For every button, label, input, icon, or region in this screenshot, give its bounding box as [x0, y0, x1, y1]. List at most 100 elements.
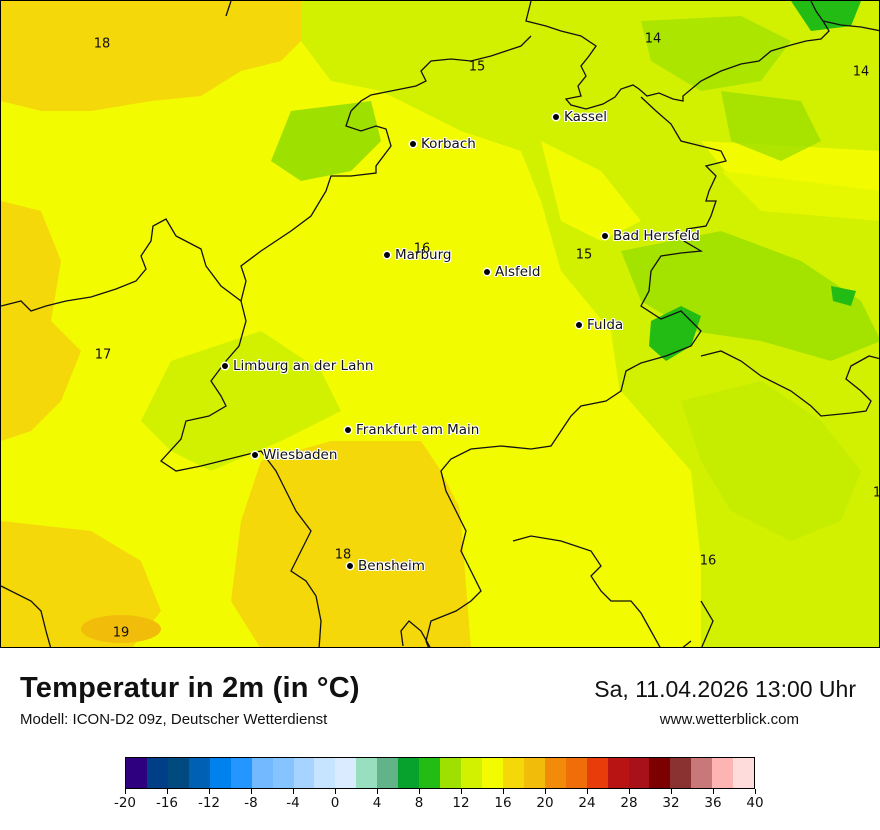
colorbar-tick — [166, 789, 168, 794]
city-dot-icon — [484, 269, 490, 275]
colorbar-segment — [481, 758, 503, 788]
colorbar-segment — [649, 758, 671, 788]
city-alsfeld[interactable]: Alsfeld — [484, 264, 540, 280]
map-title: Temperatur in 2m (in °C) — [20, 672, 360, 704]
temperature-label: 18 — [93, 36, 111, 52]
colorbar-tick — [502, 789, 504, 794]
colorbar-tick — [124, 789, 126, 794]
colorbar-segment — [440, 758, 461, 788]
city-dot-icon — [347, 563, 353, 569]
city-wiesbaden[interactable]: Wiesbaden — [252, 447, 337, 463]
colorbar-tick-label: 8 — [414, 795, 424, 811]
colorbar-segment — [691, 758, 713, 788]
warm-region-south — [231, 441, 481, 647]
colorbar-segment — [398, 758, 420, 788]
colorbar-segment — [419, 758, 441, 788]
colorbar-segment — [502, 758, 524, 788]
city-frankfurt[interactable]: Frankfurt am Main — [345, 422, 479, 438]
city-korbach[interactable]: Korbach — [410, 136, 476, 152]
city-dot-icon — [252, 452, 258, 458]
colorbar-segment — [314, 758, 336, 788]
colorbar-segment — [251, 758, 273, 788]
model-source: Modell: ICON-D2 09z, Deutscher Wetterdie… — [20, 711, 328, 728]
colorbar-segment — [712, 758, 734, 788]
colorbar-tick — [208, 789, 210, 794]
temperature-label: 16 — [699, 553, 717, 569]
colorbar-tick-label: 20 — [536, 795, 554, 811]
temperature-label: 17 — [94, 347, 112, 363]
colorbar-segment — [733, 758, 755, 788]
colorbar-tick-label: 24 — [578, 795, 596, 811]
colorbar-tick — [334, 789, 336, 794]
city-dot-icon — [602, 233, 608, 239]
colorbar-tick — [712, 789, 714, 794]
colorbar-tick — [250, 789, 252, 794]
city-dot-icon — [345, 427, 351, 433]
city-dot-icon — [410, 141, 416, 147]
temperature-label: 19 — [112, 625, 130, 641]
temperature-map: Kassel Korbach Marburg Alsfeld Bad Hersf… — [0, 0, 880, 648]
temperature-label: 16 — [413, 241, 431, 257]
colorbar-segment — [586, 758, 608, 788]
city-kassel[interactable]: Kassel — [553, 109, 607, 125]
temperature-colorbar — [125, 757, 755, 789]
city-dot-icon — [384, 252, 390, 258]
cool-region-west-band — [141, 331, 341, 471]
colorbar-segment — [356, 758, 378, 788]
website-link[interactable]: www.wetterblick.com — [659, 711, 799, 728]
colorbar-segment — [230, 758, 252, 788]
state-borders — [1, 1, 879, 647]
colorbar-tick-label: 28 — [620, 795, 638, 811]
colorbar-tick — [670, 789, 672, 794]
colorbar-tick — [292, 789, 294, 794]
colorbar-tick — [586, 789, 588, 794]
colorbar-segment — [377, 758, 399, 788]
temperature-label: 14 — [852, 64, 870, 80]
green-region-upland — [271, 101, 381, 181]
city-dot-icon — [553, 114, 559, 120]
city-dot-icon — [576, 322, 582, 328]
city-bad-hersfeld[interactable]: Bad Hersfeld — [602, 228, 700, 244]
colorbar-segment — [544, 758, 566, 788]
colorbar-tick — [628, 789, 630, 794]
colorbar-segment — [188, 758, 210, 788]
colorbar-segment — [209, 758, 231, 788]
warm-region-northwest — [1, 1, 311, 111]
map-field — [1, 1, 879, 647]
colorbar-segment — [607, 758, 629, 788]
colorbar-segment — [565, 758, 587, 788]
colorbar-tick-label: 36 — [704, 795, 722, 811]
city-fulda[interactable]: Fulda — [576, 317, 623, 333]
colorbar-segment — [272, 758, 294, 788]
colorbar-tick-label: 16 — [494, 795, 512, 811]
colorbar-segment — [126, 758, 147, 788]
colorbar-tick — [460, 789, 462, 794]
city-limburg[interactable]: Limburg an der Lahn — [222, 358, 373, 374]
temperature-label: 14 — [644, 31, 662, 47]
temperature-label: 1 — [873, 486, 879, 501]
colorbar-tick — [418, 789, 420, 794]
city-marburg[interactable]: Marburg — [384, 247, 451, 263]
temperature-label: 15 — [468, 59, 486, 75]
colorbar-tick-label: 40 — [746, 795, 764, 811]
colorbar-tick-label: 12 — [452, 795, 470, 811]
colorbar-tick-label: -8 — [244, 795, 258, 811]
colorbar-tick-label: -12 — [197, 795, 221, 811]
colorbar-segment — [670, 758, 692, 788]
colorbar-segment — [523, 758, 545, 788]
warm-region-west — [1, 201, 81, 441]
colorbar-tick — [754, 789, 756, 794]
colorbar-tick-label: -16 — [155, 795, 179, 811]
temperature-label: 15 — [575, 247, 593, 263]
colorbar-segment — [335, 758, 357, 788]
colorbar-segment — [146, 758, 168, 788]
colorbar-tick-label: -20 — [113, 795, 137, 811]
temperature-label: 18 — [334, 547, 352, 563]
colorbar-segment — [167, 758, 189, 788]
colorbar-tick — [376, 789, 378, 794]
city-bensheim[interactable]: Bensheim — [347, 558, 425, 574]
colorbar-segment — [628, 758, 650, 788]
colorbar-segment — [461, 758, 482, 788]
colorbar-tick — [544, 789, 546, 794]
colorbar-ticks: -20 -16 -12 -8 -4 0 4 8 12 16 20 24 28 32 36 40 — [114, 789, 764, 819]
